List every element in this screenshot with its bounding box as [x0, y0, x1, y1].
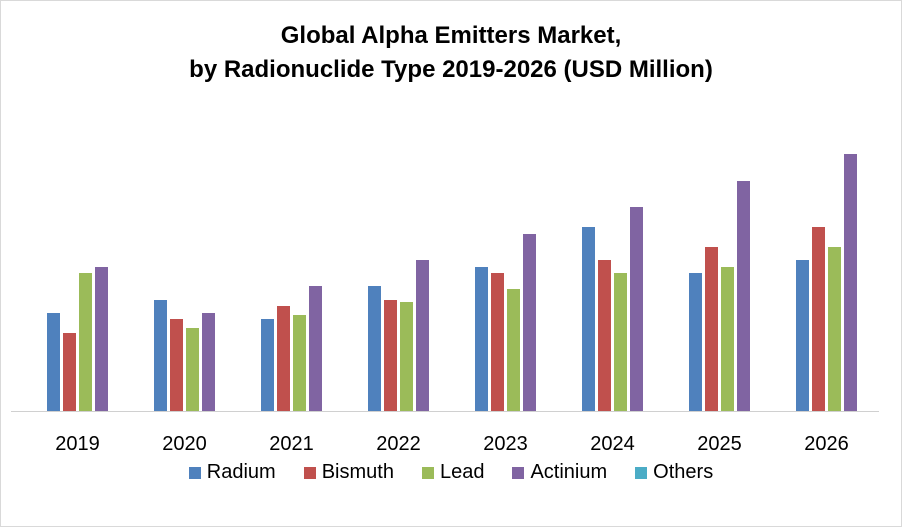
- bar-actinium-2023: [523, 234, 536, 411]
- x-tick-label: 2026: [804, 433, 849, 455]
- legend: Radium Bismuth Lead Actinium Others: [1, 461, 901, 484]
- legend-item-bismuth: Bismuth: [303, 461, 394, 484]
- bar-actinium-2024: [630, 207, 643, 411]
- bar-radium-2023: [475, 267, 488, 411]
- legend-item-actinium: Actinium: [512, 461, 607, 484]
- bar-plot: 2019 2020 2021 2022 2023 2024 2025 2026: [11, 154, 879, 455]
- legend-item-lead: Lead: [421, 461, 485, 484]
- bar-actinium-2020: [202, 313, 215, 411]
- bar-bismuth-2020: [170, 319, 183, 411]
- legend-swatch: [512, 466, 525, 479]
- bar-radium-2020: [154, 300, 167, 411]
- x-tick-label: 2025: [697, 433, 742, 455]
- bar-lead-2024: [614, 273, 627, 411]
- bar-actinium-2026: [844, 154, 857, 411]
- x-tick-label: 2019: [55, 433, 100, 455]
- bar-lead-2019: [79, 273, 92, 411]
- legend-swatch: [635, 466, 648, 479]
- bar-radium-2024: [582, 227, 595, 411]
- bar-bismuth-2026: [812, 227, 825, 411]
- bar-radium-2021: [261, 319, 274, 411]
- title-line-2: by Radionuclide Type 2019-2026 (USD Mill…: [189, 56, 713, 83]
- bar-actinium-2019: [95, 267, 108, 411]
- legend-swatch: [188, 466, 201, 479]
- bar-bismuth-2021: [277, 306, 290, 411]
- x-tick-label: 2021: [269, 433, 314, 455]
- bar-lead-2022: [400, 302, 413, 411]
- bar-radium-2025: [689, 273, 702, 411]
- bar-actinium-2025: [737, 181, 750, 411]
- legend-label: Radium: [206, 461, 276, 483]
- legend-item-radium: Radium: [188, 461, 276, 484]
- bar-lead-2025: [721, 267, 734, 411]
- bar-radium-2022: [368, 286, 381, 411]
- bar-actinium-2022: [416, 260, 429, 411]
- x-tick-label: 2022: [376, 433, 421, 455]
- legend-label: Others: [653, 461, 714, 483]
- bar-bismuth-2025: [705, 247, 718, 411]
- bar-bismuth-2023: [491, 273, 504, 411]
- bar-lead-2026: [828, 247, 841, 411]
- chart-title: Global Alpha Emitters Market, by Radionu…: [1, 19, 901, 87]
- x-tick-label: 2020: [162, 433, 207, 455]
- bar-lead-2020: [186, 328, 199, 411]
- x-tick-label: 2024: [590, 433, 635, 455]
- bar-actinium-2021: [309, 286, 322, 411]
- bar-radium-2019: [47, 313, 60, 411]
- legend-label: Actinium: [530, 461, 608, 483]
- bar-lead-2023: [507, 289, 520, 411]
- legend-swatch: [421, 466, 434, 479]
- bar-lead-2021: [293, 315, 306, 411]
- title-line-1: Global Alpha Emitters Market,: [280, 22, 622, 49]
- legend-label: Lead: [439, 461, 485, 483]
- legend-label: Bismuth: [321, 461, 394, 483]
- bar-radium-2026: [796, 260, 809, 411]
- x-tick-label: 2023: [483, 433, 528, 455]
- legend-item-others: Others: [635, 461, 713, 484]
- bar-bismuth-2022: [384, 300, 397, 411]
- legend-swatch: [303, 466, 316, 479]
- bar-bismuth-2024: [598, 260, 611, 411]
- bar-bismuth-2019: [63, 333, 76, 411]
